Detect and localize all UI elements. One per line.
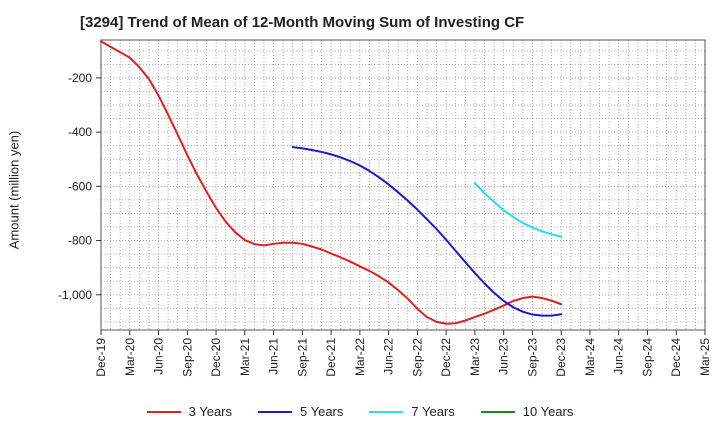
legend-item-7-years: 7 Years (369, 404, 455, 419)
y-tick-label: -200 (68, 71, 92, 85)
x-tick-label: Jun-20 (152, 338, 166, 375)
series-lines (100, 40, 563, 325)
legend-label-3-years: 3 Years (188, 404, 232, 419)
x-tick-label: Jun-22 (382, 338, 396, 375)
legend-label-7-years: 7 Years (411, 404, 455, 419)
series-line-3-years (100, 40, 563, 325)
x-tick-label: Mar-23 (468, 338, 482, 376)
legend: 3 Years 5 Years 7 Years 10 Years (0, 404, 720, 419)
x-tick-label: Dec-21 (324, 338, 338, 377)
x-tick-label: Sep-23 (525, 338, 539, 377)
grid-lines (101, 40, 705, 330)
x-tick-label: Dec-20 (209, 338, 223, 377)
x-tick-label: Dec-19 (94, 338, 108, 377)
plot-frame (100, 39, 706, 331)
y-tick-label: -400 (68, 125, 92, 139)
x-tick-label: Dec-24 (669, 338, 683, 377)
legend-swatch-7-years (369, 410, 404, 413)
legend-swatch-10-years (480, 410, 515, 413)
x-ticks: Dec-19 Mar-20 Jun-20 Sep-20 Dec-20 Mar-21 Jun-… (94, 330, 712, 377)
x-tick-label: Mar-24 (583, 338, 597, 376)
y-tick-label: -600 (68, 179, 92, 193)
x-tick-label: Mar-21 (238, 338, 252, 376)
x-tick-label: Jun-21 (267, 338, 281, 375)
y-tick-label: -1,000 (58, 288, 92, 302)
x-tick-label: Jun-23 (497, 338, 511, 375)
x-tick-label: Dec-23 (554, 338, 568, 377)
x-tick-label: Sep-20 (180, 338, 194, 377)
x-tick-label: Mar-20 (123, 338, 137, 376)
legend-swatch-5-years (258, 410, 292, 413)
x-tick-label: Mar-22 (353, 338, 367, 376)
legend-item-10-years: 10 Years (480, 404, 574, 419)
legend-item-5-years: 5 Years (258, 404, 343, 419)
legend-swatch-3-years (146, 410, 181, 413)
x-tick-label: Sep-24 (640, 338, 654, 377)
x-tick-label: Dec-22 (439, 338, 453, 377)
x-tick-label: Mar-25 (698, 338, 712, 376)
series-line-7-years (473, 182, 563, 238)
legend-label-10-years: 10 Years (522, 404, 574, 419)
series-line-5-years (291, 146, 563, 317)
legend-label-5-years: 5 Years (300, 404, 344, 419)
chart-title: [3294] Trend of Mean of 12-Month Moving … (80, 14, 525, 31)
x-tick-label: Sep-22 (410, 338, 424, 377)
x-tick-label: Jun-24 (612, 338, 626, 375)
y-tick-label: -800 (68, 234, 92, 248)
x-tick-label: Sep-21 (295, 338, 309, 377)
legend-item-3-years: 3 Years (146, 404, 232, 419)
y-ticks: -200 -400 -600 -800 -1,000 (58, 71, 101, 302)
